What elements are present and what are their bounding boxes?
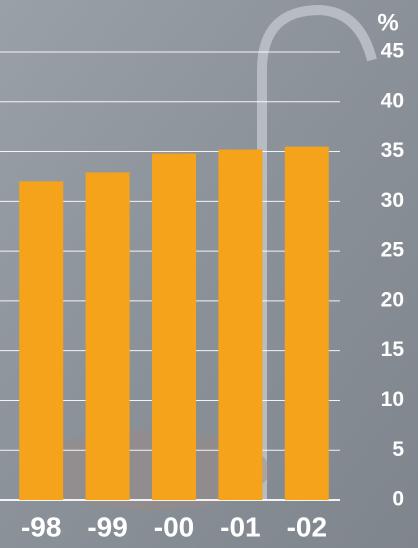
y-tick-label: 20 (381, 288, 404, 311)
y-tick-label: 30 (381, 189, 404, 212)
x-tick-label: -00 (154, 511, 194, 542)
x-tick-label: -99 (87, 511, 127, 542)
y-tick-label: 5 (392, 438, 404, 461)
y-tick-label: 25 (381, 239, 405, 262)
y-tick-label: 10 (381, 388, 404, 411)
bar (86, 172, 130, 500)
chart: % 0 5 10 15 20 25 30 35 40 45 -98 -99 -00 -01 -02 (0, 0, 418, 548)
x-tick-label: -02 (287, 511, 327, 542)
y-unit: % (377, 9, 398, 36)
y-tick-label: 45 (381, 40, 405, 63)
bar (152, 154, 196, 500)
bar (19, 181, 63, 500)
y-tick-label: 40 (381, 89, 404, 112)
x-tick-label: -01 (220, 511, 260, 542)
bar (218, 150, 262, 500)
y-tick-label: 0 (392, 488, 404, 511)
y-tick-label: 15 (381, 338, 405, 361)
y-tick-label: 35 (381, 139, 405, 162)
x-tick-label: -98 (21, 511, 61, 542)
bar (285, 147, 329, 500)
